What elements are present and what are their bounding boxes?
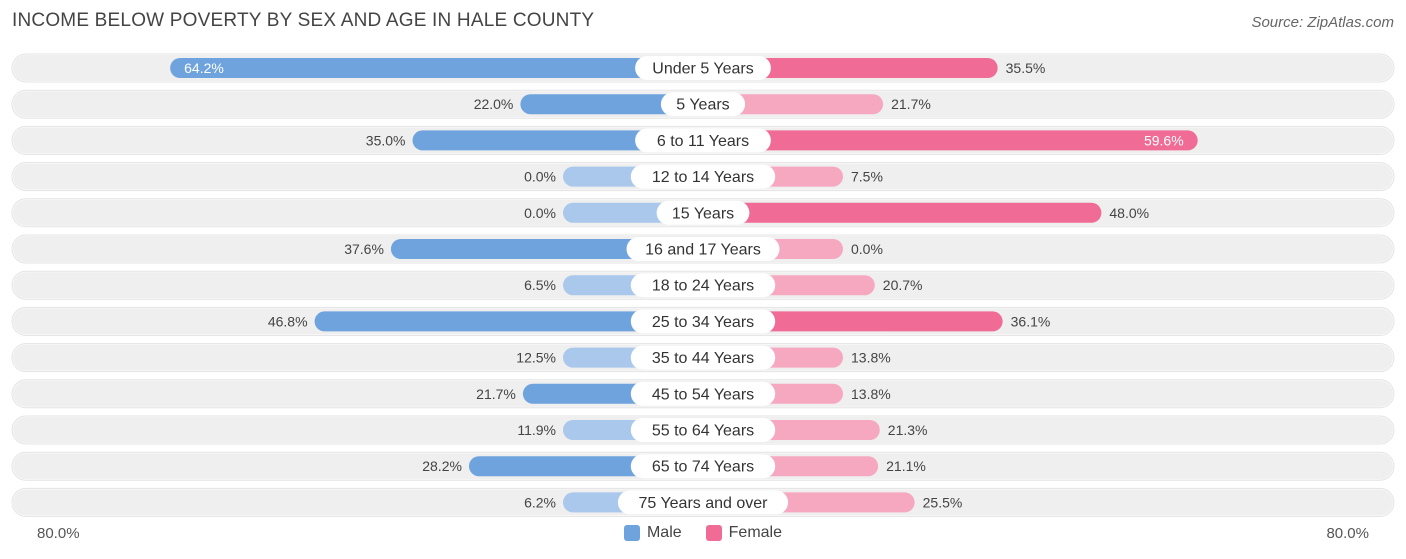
legend-swatch-female: [705, 525, 722, 541]
male-bar: [170, 58, 703, 78]
legend-swatch-male: [623, 525, 640, 541]
axis-right-label: 80.0%: [1326, 525, 1369, 542]
legend-label-male: Male: [646, 524, 682, 541]
category-pill: [630, 273, 776, 298]
category-label: 12 to 14 Years: [652, 169, 754, 186]
male-value-label: 6.5%: [524, 277, 556, 293]
female-value-label: 59.6%: [1144, 132, 1184, 148]
female-bar: [703, 130, 1198, 151]
category-label: 6 to 11 Years: [657, 133, 749, 150]
male-value-label: 6.2%: [524, 494, 556, 510]
male-value-label: 64.2%: [184, 60, 224, 76]
category-label: 65 to 74 Years: [652, 459, 754, 476]
legend-label-female: Female: [728, 524, 783, 541]
category-pill: [630, 345, 776, 370]
female-value-label: 13.8%: [851, 350, 891, 366]
category-pill: [630, 381, 776, 406]
legend-item-male: Male: [623, 524, 682, 542]
female-value-label: 13.8%: [851, 386, 891, 402]
category-pill: [660, 92, 746, 117]
category-label: 55 to 64 Years: [652, 423, 754, 440]
female-bar: [703, 202, 1102, 223]
category-label: 45 to 54 Years: [652, 386, 754, 403]
category-pill: [635, 56, 771, 80]
category-pill: [630, 309, 776, 334]
category-label: 75 Years and over: [639, 495, 769, 512]
male-value-label: 21.7%: [476, 386, 516, 402]
female-value-label: 25.5%: [923, 494, 963, 510]
legend: Male Female: [0, 524, 1406, 542]
male-value-label: 0.0%: [524, 205, 556, 221]
category-pill: [656, 200, 750, 225]
female-value-label: 0.0%: [851, 241, 883, 257]
category-pill: [626, 237, 780, 261]
category-pill: [630, 418, 776, 442]
male-bar: [314, 311, 703, 332]
legend-item-female: Female: [705, 524, 783, 542]
category-pill: [630, 164, 776, 189]
female-value-label: 7.5%: [851, 169, 883, 185]
category-label: 18 to 24 Years: [652, 278, 754, 295]
female-value-label: 36.1%: [1011, 313, 1051, 329]
male-bar: [390, 239, 703, 259]
source-label: Source: ZipAtlas.com: [1251, 14, 1394, 31]
category-pill: [635, 128, 771, 153]
female-value-label: 20.7%: [883, 277, 923, 293]
male-value-label: 35.0%: [366, 132, 406, 148]
female-bar: [703, 58, 998, 78]
female-bar: [703, 311, 1003, 332]
category-label: 5 Years: [676, 97, 729, 114]
diverging-bar-chart: Under 5 Years 64.2% 35.5% 5 Years 22.0% 21.7%…: [11, 53, 1395, 517]
male-value-label: 11.9%: [517, 422, 556, 438]
female-value-label: 21.3%: [888, 422, 928, 438]
category-pill: [630, 454, 776, 479]
male-value-label: 22.0%: [474, 96, 514, 112]
female-value-label: 48.0%: [1109, 205, 1149, 221]
male-value-label: 46.8%: [268, 313, 308, 329]
male-bar: [520, 94, 703, 115]
male-value-label: 28.2%: [422, 458, 462, 474]
male-value-label: 37.6%: [344, 241, 384, 257]
female-value-label: 21.7%: [891, 96, 931, 112]
chart-title: INCOME BELOW POVERTY BY SEX AND AGE IN H…: [12, 10, 595, 31]
female-bar: [703, 94, 884, 115]
male-value-label: 12.5%: [516, 350, 556, 366]
category-label: 16 and 17 Years: [645, 242, 761, 259]
category-label: Under 5 Years: [652, 61, 753, 78]
category-label: 15 Years: [672, 205, 734, 222]
category-label: 25 to 34 Years: [652, 314, 754, 331]
category-pill: [617, 490, 789, 515]
axis-left-label: 80.0%: [37, 525, 80, 542]
female-value-label: 21.1%: [886, 458, 926, 474]
male-value-label: 0.0%: [524, 169, 556, 185]
male-bar: [412, 130, 703, 151]
female-value-label: 35.5%: [1006, 60, 1046, 76]
category-label: 35 to 44 Years: [652, 350, 754, 367]
